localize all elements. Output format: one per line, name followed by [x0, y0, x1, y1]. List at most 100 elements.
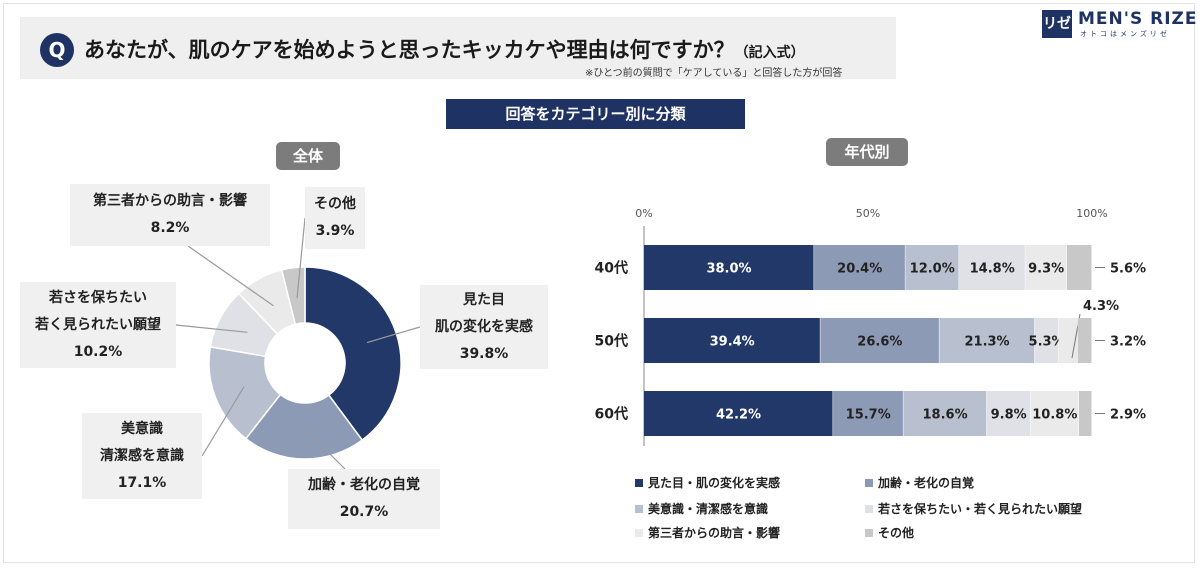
pie-label-line: 美意識 [121, 420, 163, 437]
legend-item: 加齢・老化の自覚 [865, 474, 974, 491]
legend-label: その他 [878, 526, 915, 540]
pie-label-box: 加齢・老化の自覚 20.7% [288, 469, 440, 529]
bar-segment [1077, 318, 1092, 363]
bar-segment [814, 245, 905, 290]
pie-leader-line [303, 427, 346, 470]
question-text: あなたが、肌のケアを始めようと思ったキッカケや理由は何ですか？ [84, 38, 735, 62]
bar-value-label: 21.3% [964, 335, 1009, 350]
overall-pill: 全体 [276, 142, 340, 170]
brand-logo-mark: リゼ [1042, 10, 1072, 38]
bar-segment [820, 318, 939, 363]
bar-value-label: 5.6% [1110, 262, 1146, 277]
x-tick-label: 100% [1076, 207, 1107, 220]
bar-value-label: 9.8% [991, 408, 1027, 423]
pie-label-box: その他 3.9% [305, 187, 365, 249]
bar-segment [1034, 318, 1058, 363]
slide-frame [3, 3, 1195, 563]
legend-swatch [635, 479, 643, 487]
bar-segment [1079, 391, 1092, 436]
bar-value-label: 39.4% [710, 335, 755, 350]
pie-leader-line [201, 386, 245, 457]
pie-label-line: その他 [314, 196, 356, 212]
bar-value-label: 15.7% [846, 408, 891, 423]
pie-label-line: 第三者からの助言・影響 [93, 193, 247, 209]
pie-label-line: 8.2% [150, 220, 190, 236]
question-title: あなたが、肌のケアを始めようと思ったキッカケや理由は何ですか？（記入式） [84, 34, 805, 64]
legend-swatch [635, 505, 643, 513]
category-label: 40代 [595, 260, 628, 277]
legend-swatch [865, 479, 873, 487]
pie-slice [304, 266, 402, 442]
pie-leader-line [366, 326, 421, 344]
pie-label-box: 若さを保ちたい 若く見られたい願望 10.2% [20, 282, 176, 368]
bar-segment [986, 391, 1031, 436]
bar-value-label: 4.3% [1083, 299, 1119, 314]
legend-label: 美意識・清潔感を意識 [648, 502, 769, 516]
bar-value-label: 14.8% [970, 262, 1015, 277]
pie-label-line: 39.8% [459, 345, 509, 362]
bar-value-label: 5.3% [1029, 335, 1065, 350]
pie-label-line: 清潔感を意識 [100, 447, 184, 464]
pie-label-line: 10.2% [73, 343, 123, 360]
pie-label-line: 加齢・老化の自覚 [308, 477, 420, 493]
legend-item: 第三者からの助言・影響 [635, 524, 780, 541]
bar-value-label: 9.3% [1028, 262, 1064, 277]
legend-item: 見た目・肌の変化を実感 [635, 474, 780, 491]
pie-label-box: 見た目肌の変化を実感 39.8% [420, 285, 548, 369]
category-label: 60代 [595, 406, 628, 423]
pie-label-box: 美意識清潔感を意識 17.1% [82, 413, 202, 499]
x-tick-label: 0% [635, 207, 652, 220]
bar-segment [1030, 391, 1079, 436]
pie-label-line: 3.9% [315, 223, 355, 239]
bar-segment [1058, 318, 1078, 363]
bar-segment [939, 318, 1035, 363]
bar-value-label: 38.0% [706, 262, 751, 277]
bar-value-label: 26.6% [857, 335, 902, 350]
bar-segment [959, 245, 1025, 290]
pie-slice [244, 393, 364, 460]
bar-segment [903, 391, 987, 436]
pie-leader-line [187, 245, 274, 307]
age-group-pill: 年代別 [826, 138, 908, 166]
pie-label-line: 肌の変化を実感 [435, 318, 533, 335]
category-label: 50代 [595, 333, 628, 350]
question-badge: Q [40, 33, 74, 67]
bar-segment [1066, 245, 1092, 290]
bar-value-label: 42.2% [716, 408, 761, 423]
bar-value-label: 12.0% [910, 262, 955, 277]
bar-segment [644, 391, 833, 436]
legend-item: その他 [865, 524, 914, 541]
pie-label-line: 17.1% [117, 474, 167, 491]
bar-value-label: 3.2% [1110, 335, 1146, 350]
legend-swatch [635, 529, 643, 537]
legend-label: 若さを保ちたい・若く見られたい願望 [878, 502, 1083, 516]
pie-leader-line [175, 324, 248, 333]
question-note: ※ひとつ前の質問で「ケアしている」と回答した方が回答 [585, 68, 843, 79]
legend-label: 見た目・肌の変化を実感 [648, 476, 781, 490]
bar-value-label: 20.4% [837, 262, 882, 277]
legend-swatch [865, 529, 873, 537]
category-banner: 回答をカテゴリー別に分類 [446, 99, 745, 129]
pie-label-line: 若さを保ちたい [49, 289, 147, 306]
bar-segment [833, 391, 903, 436]
pie-label-line: 見た目 [463, 291, 505, 308]
bar-segment [1025, 245, 1067, 290]
brand-logo-name: MEN'S RIZE [1078, 9, 1198, 29]
question-bar [20, 17, 896, 79]
brand-logo-tagline: オトコはメンズリゼ [1080, 30, 1170, 38]
bar-segment [644, 245, 814, 290]
question-suffix: （記入式） [734, 45, 805, 61]
legend-item: 美意識・清潔感を意識 [635, 500, 768, 517]
pie-leader-line [296, 217, 306, 299]
legend-item: 若さを保ちたい・若く見られたい願望 [865, 500, 1082, 517]
x-tick-label: 50% [856, 207, 880, 220]
bar-value-label: 18.6% [923, 408, 968, 423]
pie-label-box: 第三者からの助言・影響 8.2% [70, 184, 270, 246]
legend-swatch [865, 505, 873, 513]
legend-label: 第三者からの助言・影響 [648, 526, 781, 540]
legend-label: 加齢・老化の自覚 [878, 476, 975, 490]
bar-segment [905, 245, 959, 290]
bar-segment [644, 318, 820, 363]
pie-label-line: 若く見られたい願望 [35, 316, 161, 333]
